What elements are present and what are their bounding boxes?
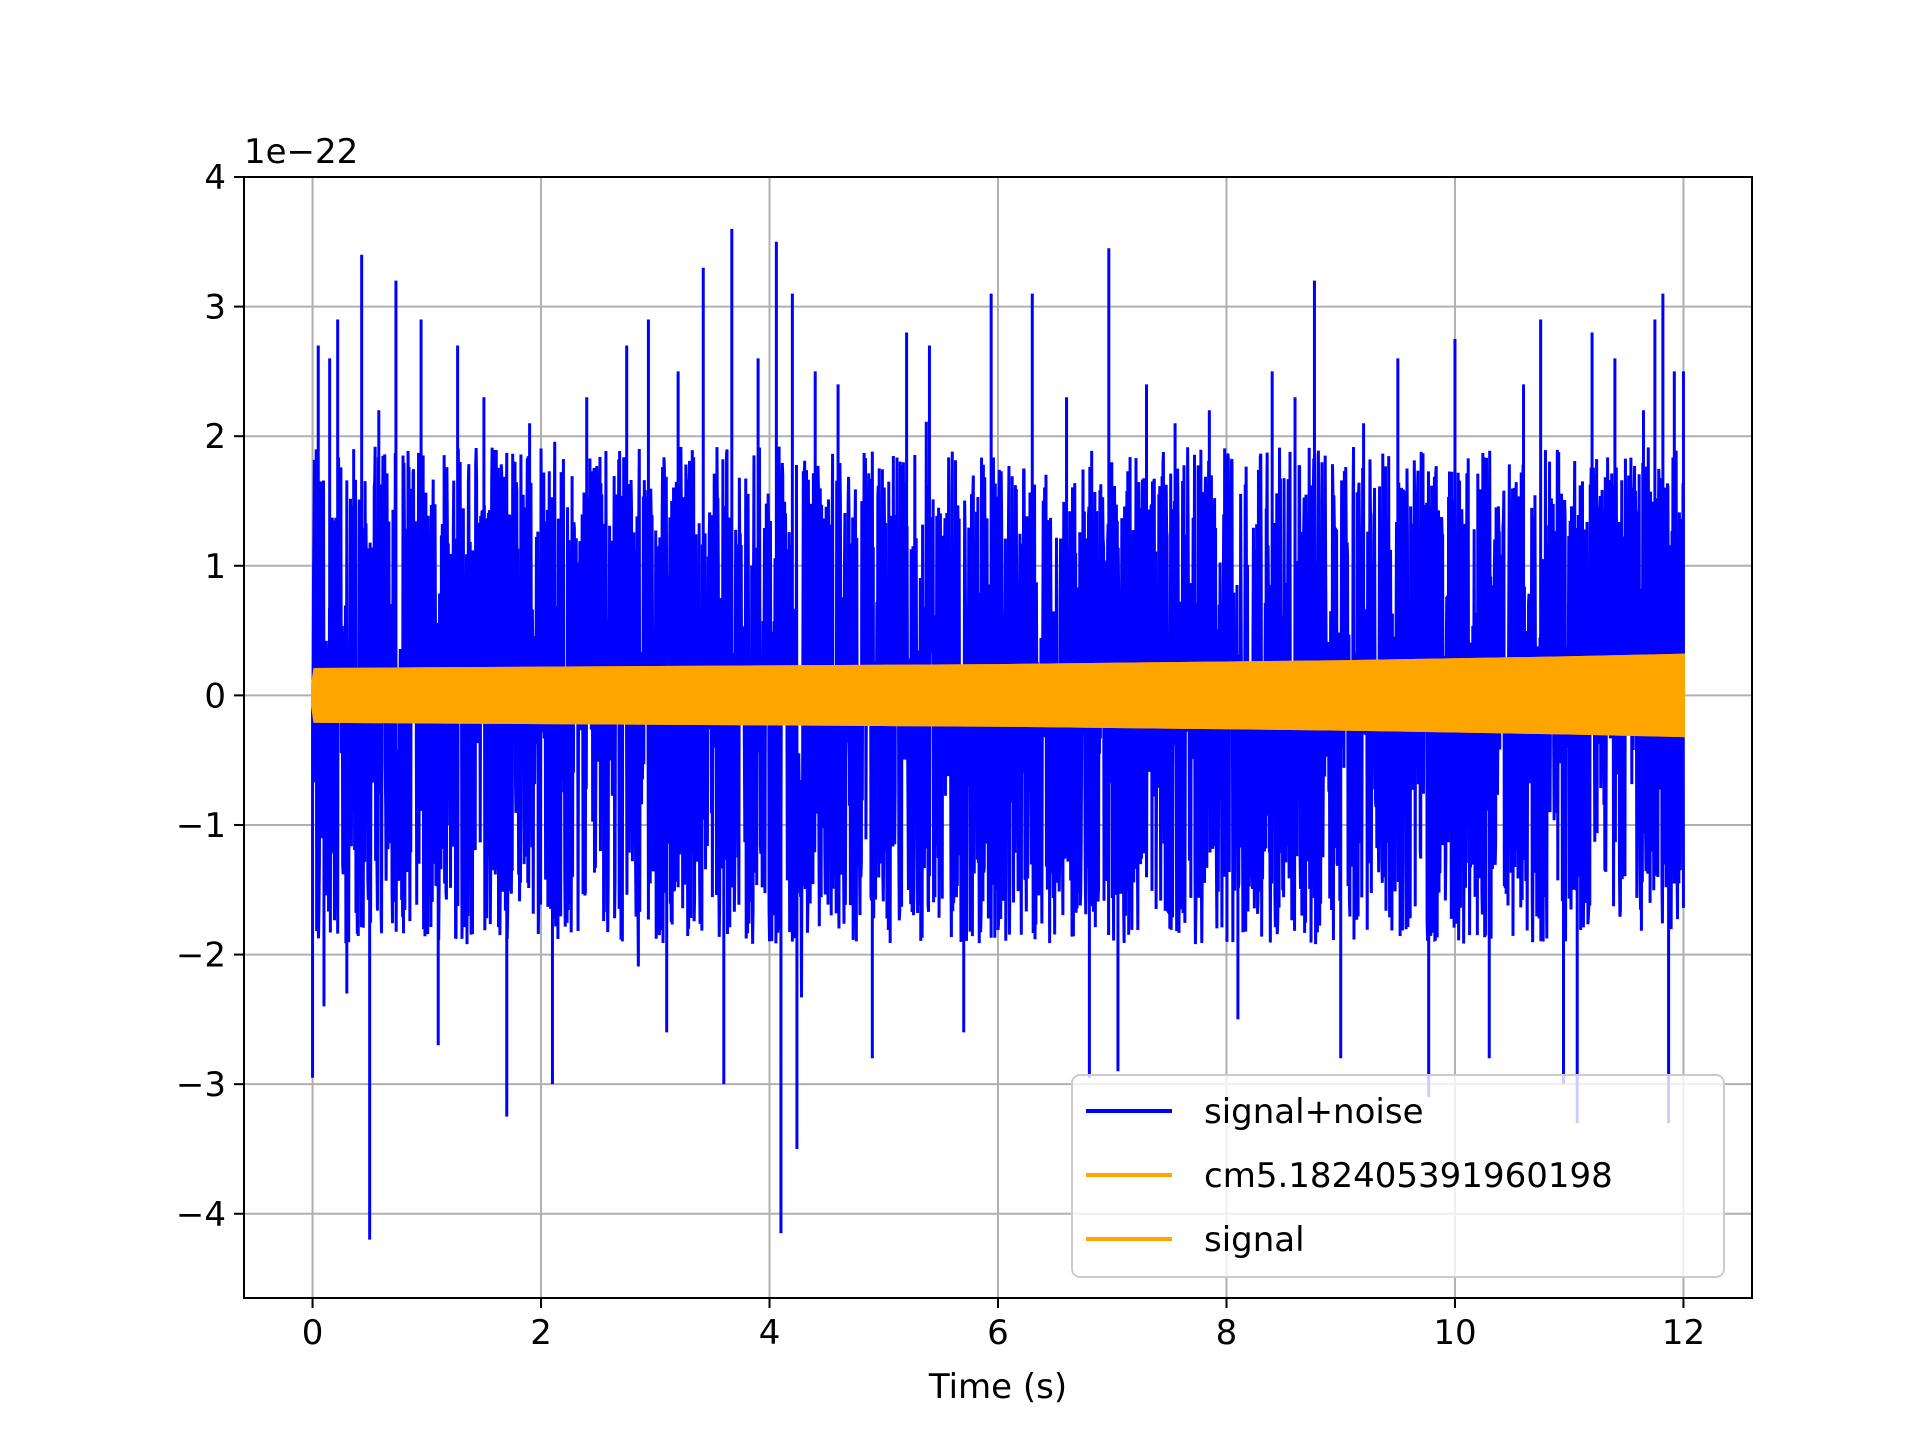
x-tick-label-5: 10 bbox=[1433, 1313, 1476, 1353]
y-tick-label-3: −1 bbox=[176, 806, 226, 846]
x-tick-label-3: 6 bbox=[987, 1313, 1009, 1353]
x-tick-label-6: 12 bbox=[1662, 1313, 1705, 1353]
legend-box bbox=[1071, 1074, 1725, 1278]
x-tick-label-4: 8 bbox=[1216, 1313, 1238, 1353]
y-tick-label-5: 1 bbox=[204, 547, 226, 587]
legend: signal+noise cm5.182405391960198 signal bbox=[1071, 1074, 1725, 1278]
y-tick-label-6: 2 bbox=[204, 417, 226, 457]
legend-label-2: signal bbox=[1204, 1220, 1305, 1260]
y-tick-label-0: −4 bbox=[176, 1195, 226, 1235]
series-signal-noise-line bbox=[311, 228, 1685, 1240]
x-tick-label-2: 4 bbox=[759, 1313, 781, 1353]
x-axis-label: Time (s) bbox=[928, 1367, 1067, 1407]
series-layer bbox=[311, 228, 1685, 1240]
y-tick-label-1: −3 bbox=[176, 1065, 226, 1105]
series-signal-band bbox=[311, 653, 1685, 738]
y-tick-label-4: 0 bbox=[204, 676, 226, 716]
y-tick-label-8: 4 bbox=[204, 158, 226, 198]
legend-label-0: signal+noise bbox=[1204, 1092, 1424, 1132]
y-offset-label: 1e−22 bbox=[244, 132, 358, 172]
legend-label-1: cm5.182405391960198 bbox=[1204, 1156, 1613, 1196]
y-tick-label-2: −2 bbox=[176, 936, 226, 976]
x-tick-label-0: 0 bbox=[302, 1313, 324, 1353]
y-tick-label-7: 3 bbox=[204, 288, 226, 328]
x-tick-label-1: 2 bbox=[530, 1313, 552, 1353]
